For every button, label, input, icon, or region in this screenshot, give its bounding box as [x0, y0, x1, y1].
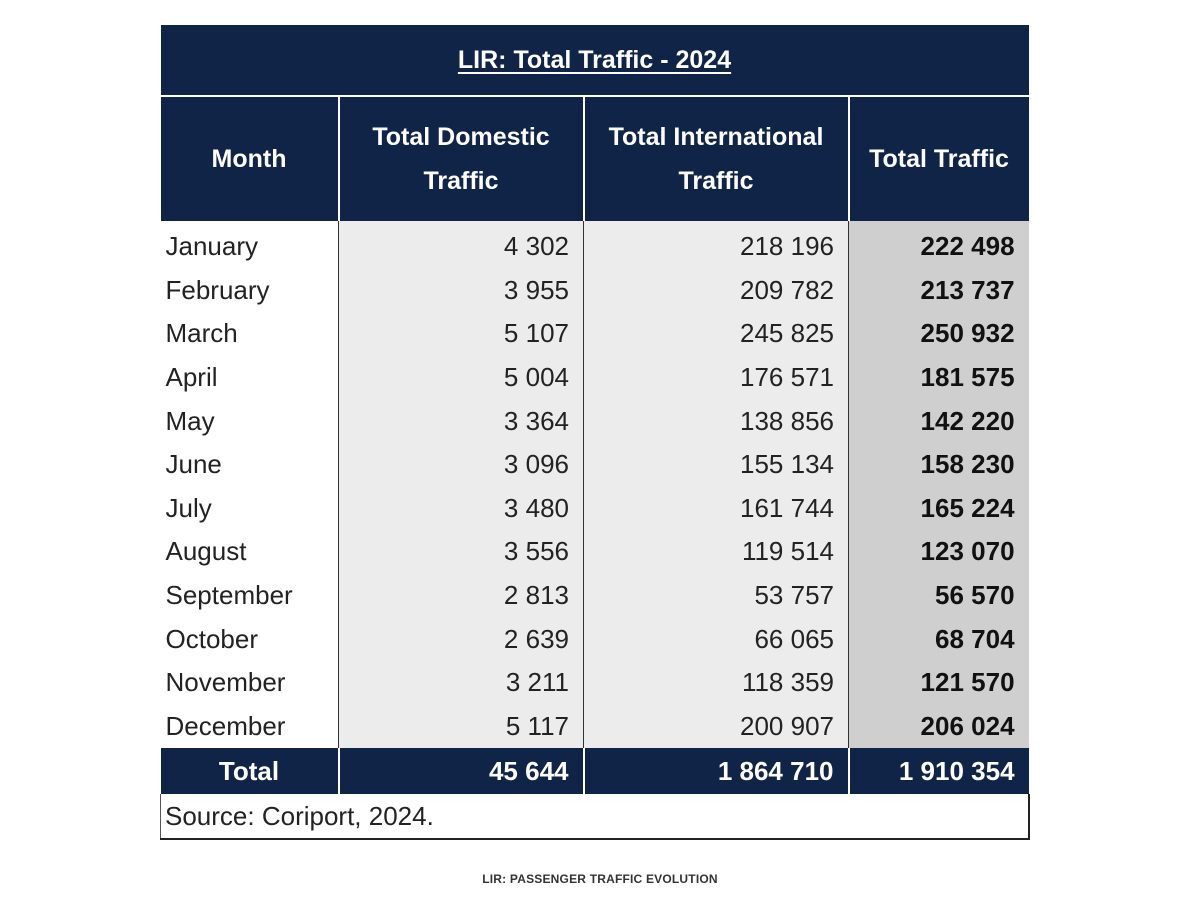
cell-total: 206 024	[848, 704, 1029, 749]
figure-caption: LIR: PASSENGER TRAFFIC EVOLUTION	[482, 872, 718, 886]
cell-domestic: 2 813	[338, 573, 584, 618]
table-title-text: LIR: Total Traffic - 2024	[457, 45, 732, 74]
cell-domestic: 3 096	[338, 442, 584, 487]
table-title: LIR: Total Traffic - 2024	[160, 25, 1029, 97]
table-row: September 2 813 53 757 56 570	[160, 573, 1029, 618]
cell-total: 158 230	[848, 442, 1029, 487]
cell-international: 245 825	[583, 312, 849, 356]
cell-total: 68 704	[848, 617, 1029, 661]
cell-domestic: 3 955	[338, 268, 584, 313]
cell-international: 118 359	[583, 660, 849, 705]
table-row: March 5 107 245 825 250 932	[160, 312, 1029, 356]
cell-international: 119 514	[583, 530, 849, 574]
totals-total: 1 910 354	[848, 748, 1029, 795]
header-international-line2: Traffic	[678, 167, 754, 195]
cell-domestic: 3 211	[338, 660, 584, 705]
table-row: February 3 955 209 782 213 737	[160, 268, 1029, 313]
header-international-line1: Total International	[608, 123, 824, 151]
cell-domestic: 5 004	[338, 355, 584, 400]
table-row: January 4 302 218 196 222 498	[160, 221, 1029, 269]
cell-total: 222 498	[848, 221, 1029, 269]
cell-total: 181 575	[848, 355, 1029, 400]
table-row: July 3 480 161 744 165 224	[160, 486, 1029, 531]
source-row: Source: Coriport, 2024.	[159, 794, 1030, 841]
table-row: May 3 364 138 856 142 220	[160, 399, 1029, 443]
cell-international: 155 134	[583, 442, 849, 487]
cell-total: 142 220	[848, 399, 1029, 443]
cell-month: December	[160, 704, 339, 749]
cell-total: 213 737	[848, 268, 1029, 313]
cell-domestic: 3 480	[338, 486, 584, 531]
traffic-table: LIR: Total Traffic - 2024 Month Total Do…	[159, 25, 1030, 841]
header-month-label: Month	[211, 145, 287, 173]
header-domestic-line2: Traffic	[423, 167, 499, 195]
totals-domestic: 45 644	[338, 748, 585, 795]
cell-international: 218 196	[583, 221, 849, 269]
cell-month: April	[160, 355, 339, 400]
cell-month: September	[160, 573, 339, 618]
cell-total: 123 070	[848, 530, 1029, 574]
header-domestic: Total Domestic Traffic	[338, 96, 585, 221]
cell-domestic: 3 364	[338, 399, 584, 443]
cell-month: March	[160, 312, 339, 356]
cell-month: June	[160, 442, 339, 487]
cell-month: October	[160, 617, 339, 661]
table-row: October 2 639 66 065 68 704	[160, 617, 1029, 661]
header-domestic-line1: Total Domestic	[372, 123, 550, 151]
header-international: Total International Traffic	[583, 96, 850, 221]
table-row: December 5 117 200 907 206 024	[160, 704, 1029, 749]
source-note: Source: Coriport, 2024.	[159, 794, 1030, 841]
cell-month: November	[160, 660, 339, 705]
totals-label: Total	[160, 748, 340, 795]
cell-domestic: 2 639	[338, 617, 584, 661]
table-title-row: LIR: Total Traffic - 2024	[160, 25, 1029, 97]
cell-month: August	[160, 530, 339, 574]
cell-total: 121 570	[848, 660, 1029, 705]
cell-international: 66 065	[583, 617, 849, 661]
cell-domestic: 5 117	[338, 704, 584, 749]
traffic-table-container: LIR: Total Traffic - 2024 Month Total Do…	[159, 25, 1030, 841]
cell-international: 200 907	[583, 704, 849, 749]
cell-international: 138 856	[583, 399, 849, 443]
table-row: June 3 096 155 134 158 230	[160, 442, 1029, 487]
table-row: April 5 004 176 571 181 575	[160, 355, 1029, 400]
cell-total: 250 932	[848, 312, 1029, 356]
cell-domestic: 5 107	[338, 312, 584, 356]
cell-month: February	[160, 268, 339, 313]
table-row: August 3 556 119 514 123 070	[160, 530, 1029, 574]
cell-domestic: 4 302	[338, 221, 584, 269]
totals-international: 1 864 710	[583, 748, 850, 795]
cell-international: 161 744	[583, 486, 849, 531]
cell-domestic: 3 556	[338, 530, 584, 574]
cell-total: 165 224	[848, 486, 1029, 531]
cell-month: May	[160, 399, 339, 443]
cell-international: 53 757	[583, 573, 849, 618]
cell-international: 209 782	[583, 268, 849, 313]
cell-total: 56 570	[848, 573, 1029, 618]
table-body: January 4 302 218 196 222 498 February 3…	[160, 221, 1029, 749]
header-month: Month	[160, 96, 340, 221]
header-total-label: Total Traffic	[869, 145, 1009, 173]
table-row: November 3 211 118 359 121 570	[160, 660, 1029, 705]
cell-international: 176 571	[583, 355, 849, 400]
cell-month: January	[160, 221, 339, 269]
cell-month: July	[160, 486, 339, 531]
totals-row: Total 45 644 1 864 710 1 910 354	[160, 748, 1029, 795]
header-total: Total Traffic	[848, 96, 1029, 221]
table-header-row: Month Total Domestic Traffic Total Inter…	[160, 96, 1029, 221]
